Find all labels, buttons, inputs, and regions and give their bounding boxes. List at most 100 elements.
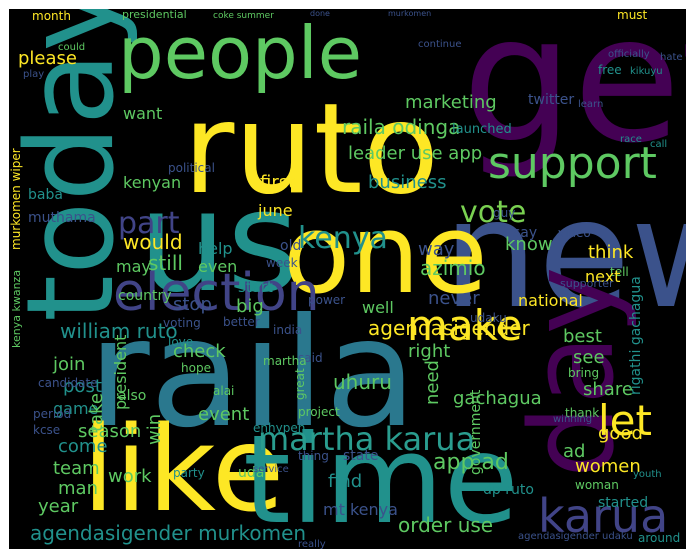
word: started — [598, 495, 648, 511]
word: kcse — [33, 423, 60, 437]
word: make — [407, 301, 522, 350]
word: guy — [493, 206, 515, 220]
word: rigathi gachagua — [628, 276, 644, 395]
word: baba — [28, 187, 63, 203]
word: game — [53, 399, 98, 418]
word: marketing — [405, 92, 497, 113]
word: better — [223, 315, 260, 329]
word: come — [58, 436, 108, 457]
word: learn — [578, 99, 603, 110]
word: project — [298, 405, 340, 419]
word: raila — [88, 287, 417, 461]
word: must — [617, 8, 648, 22]
background — [9, 9, 686, 549]
word: know — [505, 234, 553, 255]
word: officially — [608, 49, 650, 60]
word: power — [308, 293, 345, 307]
word: best — [563, 326, 602, 347]
word: leader use app — [348, 143, 482, 164]
word: karua — [538, 489, 668, 543]
word: good — [598, 423, 643, 444]
word: month — [32, 9, 71, 23]
word: take — [86, 393, 107, 432]
word: election — [113, 263, 320, 323]
word: new — [443, 168, 693, 342]
word: today — [2, 0, 141, 322]
word: never — [428, 288, 480, 309]
word: political — [168, 161, 215, 175]
word: coke summer — [213, 11, 274, 21]
word: azimio — [420, 256, 486, 280]
word: win — [144, 414, 165, 445]
word: june — [257, 201, 293, 220]
word: said — [298, 351, 323, 365]
word: video — [558, 226, 591, 240]
word: udaku — [470, 311, 507, 325]
word: kenyan — [123, 173, 181, 192]
word: big — [236, 296, 264, 317]
word: time — [243, 409, 519, 551]
word: supporter — [560, 277, 614, 290]
word: alai — [213, 384, 234, 398]
word: william ruto — [60, 319, 178, 343]
word: agendasigender udaku — [518, 531, 633, 542]
word: next — [585, 267, 620, 286]
word: martha — [263, 354, 307, 368]
word: hate — [660, 52, 683, 63]
word: dp ruto — [483, 482, 534, 498]
word: thank — [565, 406, 599, 420]
word: also — [118, 388, 146, 404]
word: kikuyu — [630, 66, 663, 77]
word: could — [58, 42, 85, 53]
word: like — [82, 400, 284, 538]
word: way — [418, 239, 455, 260]
word: check — [173, 341, 226, 362]
word: india — [273, 323, 302, 337]
word: candidate — [38, 376, 98, 390]
word: free — [598, 63, 622, 77]
word: work — [108, 466, 152, 487]
word: let — [598, 396, 652, 445]
word: uhuru — [333, 370, 392, 394]
word: play — [23, 69, 44, 80]
word: app ad — [433, 450, 509, 475]
word: see — [573, 347, 605, 368]
word: thing — [298, 449, 329, 463]
word: please — [18, 48, 77, 69]
word: year — [38, 496, 79, 517]
word: tell — [610, 265, 629, 279]
word: women — [575, 456, 641, 477]
word: winning — [553, 414, 592, 425]
word: join — [52, 354, 85, 375]
word: may — [116, 257, 151, 276]
word: race — [620, 134, 642, 145]
word: business — [368, 172, 446, 193]
word: even — [198, 257, 237, 276]
word: uda — [238, 465, 264, 481]
word: support — [488, 138, 657, 189]
word: party — [173, 466, 205, 480]
word: president — [111, 335, 130, 410]
word: period — [33, 407, 71, 421]
word: state — [343, 448, 378, 464]
word: twitter — [528, 92, 574, 108]
word: murkomen — [388, 9, 431, 18]
word: agendasigender — [368, 316, 531, 340]
word: muthama — [28, 210, 96, 226]
word: would — [123, 230, 183, 254]
word: martha karua — [258, 420, 475, 458]
word: help — [198, 239, 233, 258]
word: stop — [173, 294, 212, 315]
word: first — [260, 172, 295, 193]
word: love — [168, 335, 193, 349]
word: want — [123, 104, 162, 123]
word: share — [583, 379, 633, 400]
word: event — [198, 404, 249, 425]
word: kenya — [298, 221, 388, 256]
word: government — [468, 389, 484, 475]
word: vote — [460, 195, 526, 230]
word: order use — [398, 513, 493, 537]
word: murkomen wiper — [9, 148, 23, 250]
